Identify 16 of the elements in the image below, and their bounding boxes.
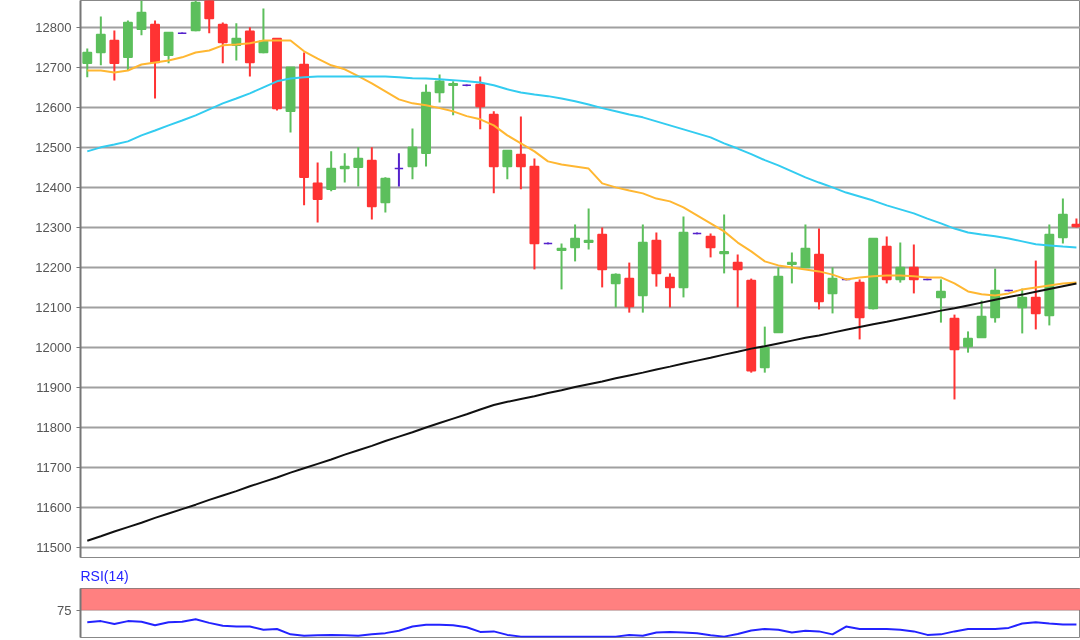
chart-title: RSI(14) — [80, 567, 129, 584]
y-tick-label: 11700 — [36, 459, 72, 475]
y-tick-label: 12500 — [35, 139, 72, 155]
text: 75 — [57, 602, 72, 618]
y-tick-label: 12800 — [35, 19, 72, 35]
y-tick-label: 11900 — [36, 379, 72, 395]
y-tick-label: 12700 — [35, 59, 72, 75]
y-tick-label: 11800 — [36, 419, 72, 435]
y-tick-label: 12600 — [35, 99, 72, 115]
y-tick-label: 12000 — [35, 339, 72, 355]
y-tick-label: 11500 — [36, 540, 72, 555]
y-tick-label: 12100 — [35, 299, 72, 315]
y-tick-label: 12200 — [35, 259, 72, 275]
y-tick-label: 11600 — [36, 499, 72, 515]
y-tick-label: 12400 — [35, 179, 72, 195]
y-tick-label: 12300 — [35, 219, 72, 235]
